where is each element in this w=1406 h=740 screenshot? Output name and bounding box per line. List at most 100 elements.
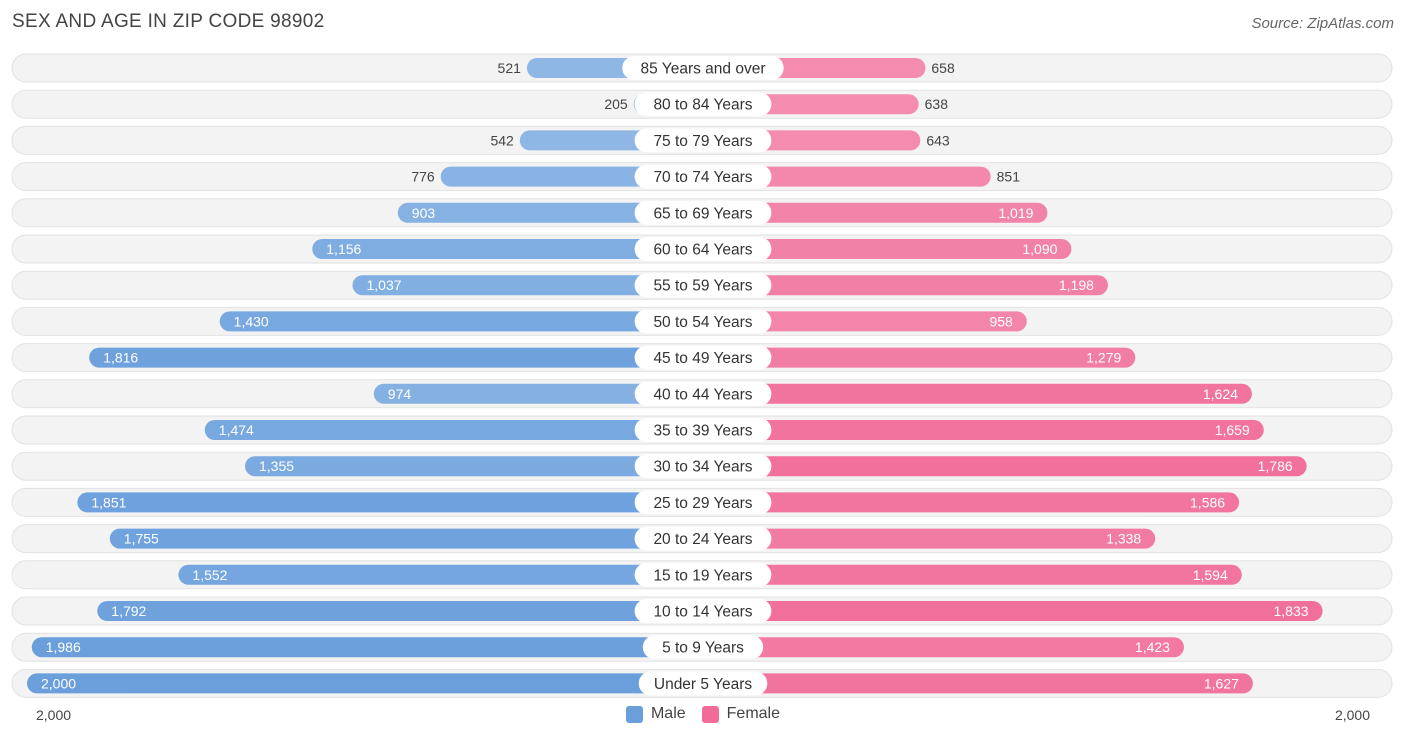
category-label-background (634, 599, 772, 623)
category-label: 55 to 59 Years (653, 278, 752, 295)
female-value-label: 638 (925, 96, 949, 112)
male-bar (31, 637, 704, 658)
male-bar (178, 564, 703, 585)
legend-item-male: Male (625, 705, 686, 723)
chart-source: Source: ZipAtlas.com (1251, 15, 1394, 32)
category-label: 70 to 74 Years (653, 169, 752, 186)
axis-right-label: 2,000 (1334, 707, 1370, 723)
female-bar (703, 420, 1264, 440)
female-value-label: 1,594 (1193, 567, 1228, 583)
female-value-label: 1,279 (1086, 350, 1121, 366)
category-label: 20 to 24 Years (653, 531, 752, 548)
category-label-background (634, 164, 772, 189)
female-bar (703, 166, 991, 187)
female-value-label: 1,627 (1204, 675, 1239, 691)
category-label-background (634, 128, 772, 153)
male-value-label: 1,986 (46, 639, 81, 655)
female-value-label: 851 (997, 169, 1021, 185)
category-label: 60 to 64 Years (653, 242, 752, 259)
female-value-label: 1,198 (1059, 277, 1094, 293)
category-label-background (634, 562, 772, 587)
male-value-label: 542 (490, 132, 514, 148)
female-bar (703, 383, 1252, 404)
male-bar (204, 420, 703, 440)
category-label-background (642, 635, 764, 660)
female-value-label: 1,090 (1022, 241, 1057, 257)
female-bar (703, 564, 1242, 585)
female-bar (703, 347, 1136, 368)
category-label: 75 to 79 Years (653, 133, 752, 150)
category-label-background (634, 526, 772, 551)
female-bar (703, 601, 1323, 621)
category-label: 65 to 69 Years (653, 205, 752, 222)
male-value-label: 1,816 (103, 350, 138, 366)
male-value-label: 974 (388, 386, 412, 402)
male-bar (219, 311, 703, 332)
category-label: 15 to 19 Years (653, 567, 752, 584)
female-value-label: 1,423 (1135, 639, 1170, 655)
legend-swatch-male (625, 705, 643, 723)
category-label: 85 Years and over (641, 61, 766, 78)
male-bar (27, 673, 703, 694)
category-label: 35 to 39 Years (653, 423, 752, 440)
category-label-background (634, 381, 772, 406)
chart-legend: Male Female (0, 705, 1406, 723)
female-value-label: 1,624 (1203, 386, 1238, 402)
female-value-label: 1,659 (1215, 422, 1250, 438)
male-value-label: 776 (411, 169, 435, 185)
legend-label-male: Male (650, 705, 686, 722)
female-bar (703, 311, 1027, 332)
male-bar (245, 456, 703, 477)
legend-label-female: Female (726, 705, 781, 722)
category-label: 45 to 49 Years (653, 350, 752, 367)
male-bar (352, 275, 703, 296)
male-value-label: 205 (604, 96, 628, 112)
male-value-label: 1,474 (219, 422, 254, 438)
male-bar (89, 347, 703, 368)
female-value-label: 1,786 (1258, 458, 1293, 474)
category-label-background (638, 671, 768, 696)
female-bar (703, 239, 1072, 259)
category-label: 40 to 44 Years (653, 386, 752, 403)
male-value-label: 1,792 (111, 603, 146, 619)
category-label-background (634, 418, 772, 442)
male-value-label: 521 (498, 60, 522, 76)
female-value-label: 1,586 (1190, 494, 1225, 510)
female-bar (703, 202, 1048, 223)
male-value-label: 1,355 (259, 458, 294, 474)
male-value-label: 1,851 (91, 494, 126, 510)
category-label: Under 5 Years (654, 676, 752, 693)
category-label-background (634, 237, 772, 261)
female-value-label: 643 (926, 132, 950, 148)
male-bar (109, 528, 703, 549)
male-value-label: 2,000 (41, 675, 76, 691)
category-label: 80 to 84 Years (653, 97, 752, 114)
category-label-background (634, 273, 772, 298)
male-bar (77, 492, 703, 513)
male-bar (397, 202, 703, 223)
male-value-label: 1,755 (124, 531, 159, 547)
chart-title: SEX AND AGE IN ZIP CODE 98902 (12, 11, 325, 32)
category-label-background (634, 92, 772, 117)
category-label-background (634, 200, 772, 225)
female-bar (703, 637, 1184, 658)
male-bar (97, 601, 703, 621)
female-value-label: 958 (989, 313, 1013, 329)
female-bar (703, 275, 1108, 296)
male-bar (312, 239, 703, 259)
category-label: 50 to 54 Years (653, 314, 752, 331)
category-label: 25 to 29 Years (653, 495, 752, 512)
legend-swatch-female (701, 705, 719, 723)
category-label: 10 to 14 Years (653, 604, 752, 621)
legend-item-female: Female (701, 705, 781, 723)
category-label-background (634, 454, 772, 479)
female-value-label: 1,833 (1274, 603, 1309, 619)
category-label: 5 to 9 Years (662, 640, 744, 657)
axis-left-label: 2,000 (36, 707, 72, 723)
male-value-label: 1,552 (192, 567, 227, 583)
female-value-label: 1,019 (998, 205, 1033, 221)
female-bar (703, 673, 1253, 694)
female-value-label: 658 (931, 60, 955, 76)
female-value-label: 1,338 (1106, 531, 1141, 547)
